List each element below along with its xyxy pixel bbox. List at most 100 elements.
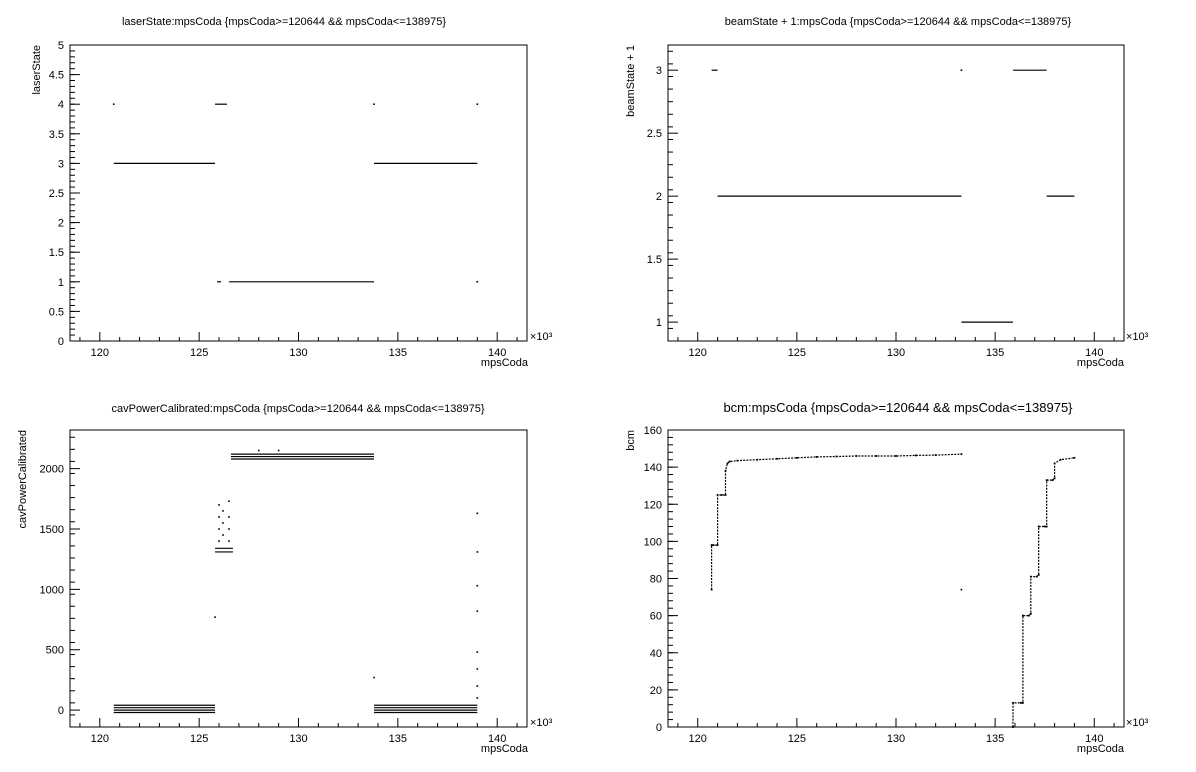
y-tick-label: 120 xyxy=(644,499,662,511)
data-point xyxy=(228,516,230,518)
axes: 120 125 130 135 140 0 0.5 1 1.5 2 2.5 3 3.5 4 4.5 5 xyxy=(49,40,528,359)
y-tick-label: 3.5 xyxy=(49,129,64,141)
data-point xyxy=(222,522,224,524)
x-tick-label: 120 xyxy=(689,733,707,745)
data-point xyxy=(218,504,220,506)
data-point xyxy=(476,651,479,653)
data-point xyxy=(476,281,479,283)
axes: 120 125 130 135 140 0 500 1000 1500 2000 xyxy=(40,429,528,745)
data-point xyxy=(277,449,280,452)
axes: 120 125 130 135 140 0 20 40 60 80 100 120 140 160 xyxy=(644,425,1125,745)
data-point xyxy=(218,540,220,542)
plot-frame xyxy=(667,429,1125,728)
y-tick-label: 2000 xyxy=(40,464,64,476)
y-tick-label: 2.5 xyxy=(647,128,662,140)
x-axis-label: mpsCoda xyxy=(1077,743,1125,755)
data-point xyxy=(710,544,713,546)
data-point xyxy=(476,551,479,553)
x-tick-label: 130 xyxy=(887,347,905,359)
data-point xyxy=(895,455,897,457)
y-tick-label: 4 xyxy=(58,99,64,111)
data-point xyxy=(218,528,220,530)
plot-frame xyxy=(69,429,528,728)
axes: 120 125 130 135 140 1 1.5 2 2.5 3 xyxy=(647,44,1125,359)
data-point xyxy=(476,103,479,105)
data-point xyxy=(756,458,759,461)
data-point xyxy=(1073,456,1076,459)
x-multiplier-label: ×10³ xyxy=(530,331,553,343)
y-tick-label: 0 xyxy=(656,722,662,734)
y-axis-label: laserState xyxy=(31,45,43,95)
x-multiplier-label: ×10³ xyxy=(1126,717,1149,729)
data-marks xyxy=(112,103,479,283)
y-tick-label: 1500 xyxy=(40,524,64,536)
data-point xyxy=(875,455,878,457)
y-axis-label: cavPowerCalibrated xyxy=(17,430,29,528)
data-point xyxy=(476,610,479,612)
data-point xyxy=(218,516,220,518)
data-series-line xyxy=(1012,457,1075,727)
data-marks xyxy=(113,449,479,714)
data-point xyxy=(960,69,963,71)
x-tick-label: 130 xyxy=(289,347,307,359)
y-tick-label: 0.5 xyxy=(49,306,64,318)
data-point xyxy=(724,469,727,472)
data-point xyxy=(228,540,230,542)
data-point xyxy=(712,544,715,546)
x-axis-label: mpsCoda xyxy=(481,743,529,755)
y-tick-label: 0 xyxy=(58,336,64,348)
bcm-panel: bcm:mpsCoda {mpsCoda>=120644 && mpsCoda<… xyxy=(625,400,1149,755)
data-point xyxy=(228,500,230,503)
data-point xyxy=(776,457,778,460)
y-tick-label: 2 xyxy=(58,218,64,230)
x-tick-label: 125 xyxy=(190,733,208,745)
x-tick-label: 120 xyxy=(689,347,707,359)
data-point xyxy=(1037,525,1040,528)
y-tick-label: 1 xyxy=(58,277,64,289)
y-tick-label: 140 xyxy=(644,462,662,474)
x-tick-label: 135 xyxy=(389,347,407,359)
y-tick-label: 1000 xyxy=(40,584,64,596)
data-point xyxy=(1045,525,1048,528)
data-point xyxy=(795,456,798,459)
y-tick-label: 5 xyxy=(58,40,64,52)
y-axis-label: bcm xyxy=(625,430,637,451)
y-tick-label: 1.5 xyxy=(49,247,64,259)
data-point xyxy=(1021,701,1024,704)
data-marks xyxy=(711,69,1075,323)
y-tick-label: 2.5 xyxy=(49,188,64,200)
data-marks xyxy=(710,453,1076,728)
data-point xyxy=(1037,573,1040,576)
x-tick-label: 140 xyxy=(488,347,506,359)
x-multiplier-label: ×10³ xyxy=(530,717,553,729)
data-point xyxy=(1053,462,1056,465)
data-point xyxy=(214,616,216,618)
data-point xyxy=(724,494,727,496)
data-point xyxy=(1045,479,1048,482)
y-tick-label: 60 xyxy=(650,611,662,623)
data-point xyxy=(716,494,719,496)
data-point xyxy=(960,453,963,456)
data-point xyxy=(476,697,479,699)
data-point xyxy=(736,459,739,462)
data-point xyxy=(476,512,479,515)
y-tick-label: 1 xyxy=(656,317,662,329)
x-axis-label: mpsCoda xyxy=(481,357,529,369)
data-point xyxy=(222,510,224,512)
data-point xyxy=(934,454,937,456)
data-point xyxy=(1029,575,1032,578)
data-point xyxy=(1043,525,1046,528)
y-tick-label: 3 xyxy=(58,158,64,170)
plot-frame xyxy=(69,44,528,342)
x-tick-label: 135 xyxy=(389,733,407,745)
chart-title: cavPowerCalibrated:mpsCoda {mpsCoda>=120… xyxy=(111,403,484,415)
data-point xyxy=(476,685,479,687)
y-tick-label: 2 xyxy=(656,191,662,203)
plot-frame xyxy=(667,44,1125,342)
x-tick-label: 120 xyxy=(91,347,109,359)
data-point xyxy=(835,455,838,458)
data-point xyxy=(710,588,713,591)
x-tick-label: 130 xyxy=(289,733,307,745)
x-tick-label: 130 xyxy=(887,733,905,745)
x-tick-label: 120 xyxy=(91,733,109,745)
